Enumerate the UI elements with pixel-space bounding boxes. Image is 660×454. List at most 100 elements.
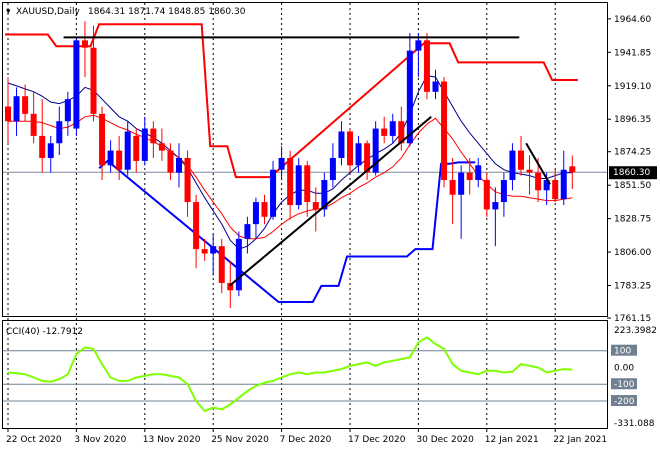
x-tick-label: 22 Oct 2020 — [6, 435, 62, 445]
candle-body — [372, 128, 379, 173]
candle-body — [552, 180, 559, 200]
candle-body — [176, 157, 182, 173]
candle-body — [150, 128, 157, 144]
candle-body — [492, 202, 499, 210]
cci-level-badge — [611, 378, 637, 390]
candle-body — [518, 150, 524, 170]
candle-body — [244, 224, 251, 239]
candle-body — [39, 135, 46, 158]
cci-title: CCI(40) -12.7912 — [6, 327, 83, 337]
x-tick-label: 13 Nov 2020 — [143, 435, 201, 445]
candle-body — [287, 157, 294, 206]
y-tick-label: 1964.60 — [614, 15, 651, 25]
vertical-grid — [7, 3, 556, 428]
candle-body — [338, 131, 345, 158]
header-arrow-icon: ▾ — [6, 7, 11, 17]
candle-body — [406, 50, 413, 144]
cci-tick-label: -331.088 — [614, 419, 655, 429]
candle-body — [381, 128, 388, 136]
y-tick-label: 1828.75 — [614, 215, 651, 225]
header-symbol: XAUUSD,Daily — [16, 7, 80, 17]
y-tick-label: 1919.10 — [614, 82, 651, 92]
candle-body — [99, 113, 106, 166]
candle-body — [569, 166, 576, 173]
candle-body — [47, 143, 54, 158]
candle-body — [355, 143, 362, 166]
trendline — [228, 116, 432, 287]
candle-body — [210, 246, 217, 254]
candle-body — [133, 135, 140, 161]
candle-body — [398, 121, 405, 144]
candle-body — [509, 150, 516, 181]
y-tick-label: 1851.50 — [614, 181, 651, 191]
candle-body — [535, 172, 542, 191]
candle-body — [81, 40, 88, 48]
y-tick-label: 1896.35 — [614, 115, 651, 125]
candle-body — [13, 96, 20, 122]
main-plot-frame — [2, 2, 608, 317]
candle-body — [270, 169, 277, 217]
candle-body — [389, 121, 396, 136]
x-tick-label: 25 Nov 2020 — [211, 435, 269, 445]
trendline — [525, 142, 551, 185]
candle-body — [364, 143, 371, 173]
candle-body — [483, 180, 490, 210]
x-tick-label: 17 Dec 2020 — [348, 435, 406, 445]
price-axis: 1964.60 1941.85 1919.10 1896.35 1874.25 1851.… — [607, 15, 651, 324]
candle-body — [261, 202, 268, 217]
cci-plot-frame — [2, 320, 608, 429]
candle-body — [432, 81, 439, 92]
candle-body — [415, 40, 422, 51]
candle-body — [107, 150, 114, 166]
candle-body — [218, 246, 225, 283]
candle-body — [56, 121, 63, 144]
candle-body — [252, 202, 259, 225]
header-ohlc: 1864.31 1871.74 1848.85 1860.30 — [88, 7, 246, 17]
candle-body — [235, 238, 242, 291]
x-tick-label: 7 Dec 2020 — [280, 435, 332, 445]
candle-body — [543, 180, 550, 191]
candle-body — [116, 150, 123, 170]
time-axis: 22 Oct 2020 3 Nov 2020 13 Nov 2020 25 Nov 2… — [6, 428, 607, 445]
candle-body — [73, 40, 80, 129]
cci-level-badge — [611, 344, 637, 356]
candle-body — [167, 150, 174, 173]
y-tick-label: 1874.25 — [614, 148, 651, 158]
candle-body — [158, 143, 165, 151]
svg-text:1860.30: 1860.30 — [613, 168, 650, 178]
candle-body — [449, 180, 456, 195]
candle-body — [458, 172, 465, 195]
cci-indicator — [3, 336, 607, 413]
candle-body — [526, 169, 533, 173]
candle-body — [30, 113, 37, 136]
candle-body — [312, 202, 319, 210]
candle-body — [560, 169, 567, 200]
current-price-badge: 1860.30 — [609, 166, 657, 180]
candle-body — [500, 180, 507, 203]
y-tick-label: 1941.85 — [614, 48, 651, 58]
cci-tick-label: 100 — [614, 347, 631, 357]
candle-body — [329, 157, 336, 181]
candle-body — [5, 106, 11, 122]
candle-body — [184, 157, 191, 203]
candle-body — [423, 40, 430, 92]
candle-body — [304, 165, 311, 203]
candle-body — [141, 128, 148, 161]
y-tick-label: 1783.25 — [614, 282, 651, 292]
candle-body — [193, 202, 200, 250]
y-tick-label: 1806.00 — [614, 248, 651, 258]
x-tick-label: 3 Nov 2020 — [74, 435, 126, 445]
candle-body — [441, 81, 448, 181]
candlesticks — [5, 21, 576, 308]
cci-axis: 223.3982 100 0.00 -100 -200 -331.088 — [611, 326, 657, 429]
candle-body — [295, 165, 302, 206]
trendlines — [63, 36, 551, 287]
candle-body — [22, 96, 29, 114]
y-tick-label: 1761.15 — [614, 314, 651, 324]
candle-body — [124, 131, 131, 170]
cci-tick-label: 223.3982 — [614, 326, 657, 336]
cci-tick-label: 0.00 — [614, 363, 634, 373]
candle-body — [227, 282, 234, 291]
